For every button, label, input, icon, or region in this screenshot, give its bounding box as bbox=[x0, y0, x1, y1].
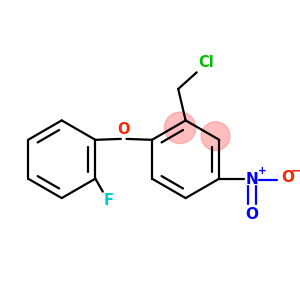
Text: +: + bbox=[257, 166, 266, 176]
Circle shape bbox=[164, 112, 196, 143]
Text: F: F bbox=[104, 193, 114, 208]
Text: O: O bbox=[245, 207, 258, 222]
Text: Cl: Cl bbox=[199, 56, 214, 70]
Text: O: O bbox=[117, 122, 130, 137]
Circle shape bbox=[201, 122, 230, 151]
Text: N: N bbox=[245, 172, 258, 187]
Text: −: − bbox=[290, 164, 300, 177]
Text: O: O bbox=[281, 170, 294, 185]
